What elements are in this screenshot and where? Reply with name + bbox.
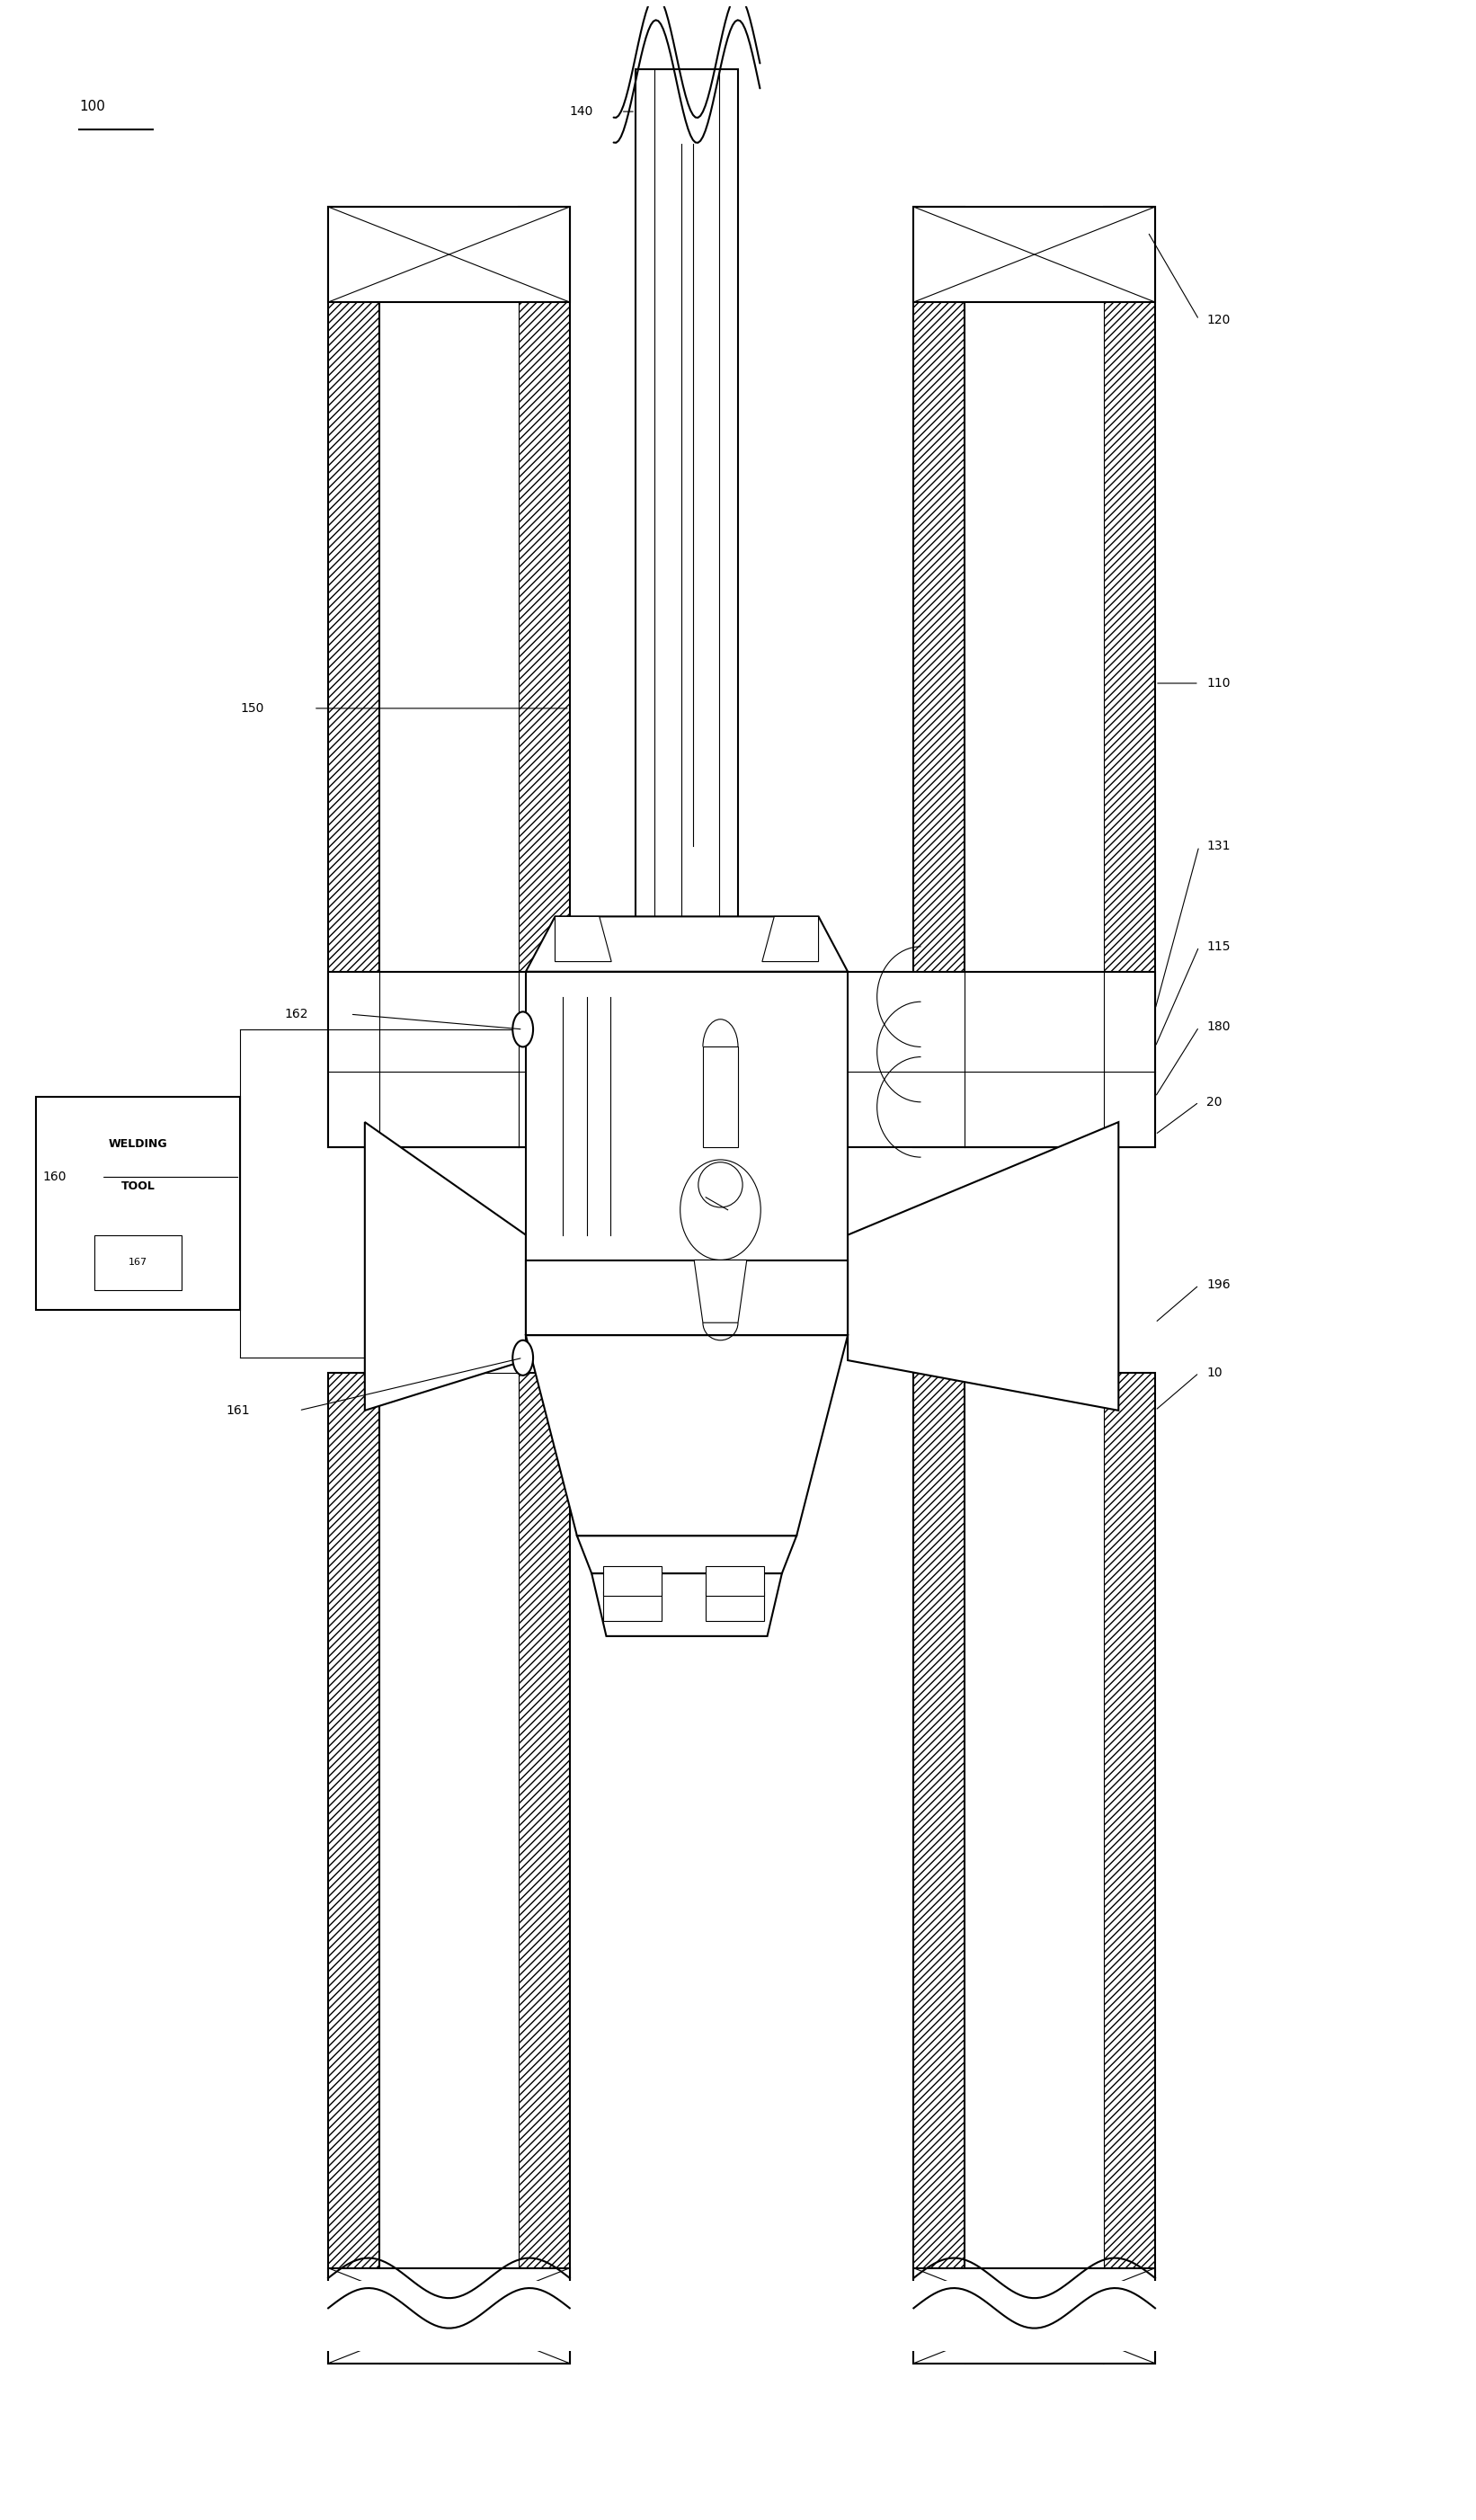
Bar [914,2268,1156,2364]
Circle shape [512,1011,533,1046]
Bar [914,207,1156,302]
Bar [94,1235,182,1290]
Bar [320,2281,577,2351]
Text: 100: 100 [80,101,105,113]
Bar [518,207,570,1147]
Text: 131: 131 [1206,839,1230,852]
Polygon shape [592,1572,782,1635]
Text: 10: 10 [1206,1366,1222,1378]
Text: WELDING: WELDING [108,1139,167,1149]
Text: 167: 167 [128,1257,148,1268]
Bar [914,1373,965,2364]
Text: 160: 160 [43,1172,66,1184]
Text: 110: 110 [1206,678,1230,690]
Polygon shape [577,1535,797,1572]
Bar [379,1373,518,2364]
Polygon shape [762,917,819,963]
Bar [965,207,1104,1147]
Text: 161: 161 [226,1404,249,1416]
Bar [379,207,518,1147]
Text: 150: 150 [241,703,264,716]
Bar [1104,207,1156,1147]
Bar [636,68,738,973]
Text: 20: 20 [1206,1096,1222,1109]
Bar [525,1260,847,1336]
Polygon shape [555,917,611,963]
Polygon shape [694,1260,747,1323]
Bar [518,1373,570,2364]
Bar [706,1590,765,1620]
Text: 180: 180 [1206,1021,1230,1033]
Polygon shape [365,1121,525,1411]
Polygon shape [847,1121,1119,1411]
Circle shape [512,1341,533,1376]
Text: 120: 120 [1206,312,1230,325]
Bar [1104,1373,1156,2364]
Bar [703,1046,738,1147]
Text: 196: 196 [1206,1278,1231,1290]
Bar [914,207,965,1147]
Polygon shape [525,917,847,973]
Bar [604,1565,661,1595]
Bar [706,1565,765,1595]
Polygon shape [525,1336,847,1535]
Bar [328,1373,379,2364]
Bar [328,207,570,302]
Text: 115: 115 [1206,940,1230,953]
Bar [35,1096,241,1310]
Bar [906,2281,1163,2351]
Bar [525,973,847,1260]
Bar [328,2268,570,2364]
Text: TOOL: TOOL [121,1182,155,1192]
Bar [604,1590,661,1620]
Bar [328,973,1156,1147]
Bar [328,207,379,1147]
Text: 162: 162 [285,1008,308,1021]
Bar [965,1373,1104,2364]
Text: 140: 140 [570,106,593,118]
